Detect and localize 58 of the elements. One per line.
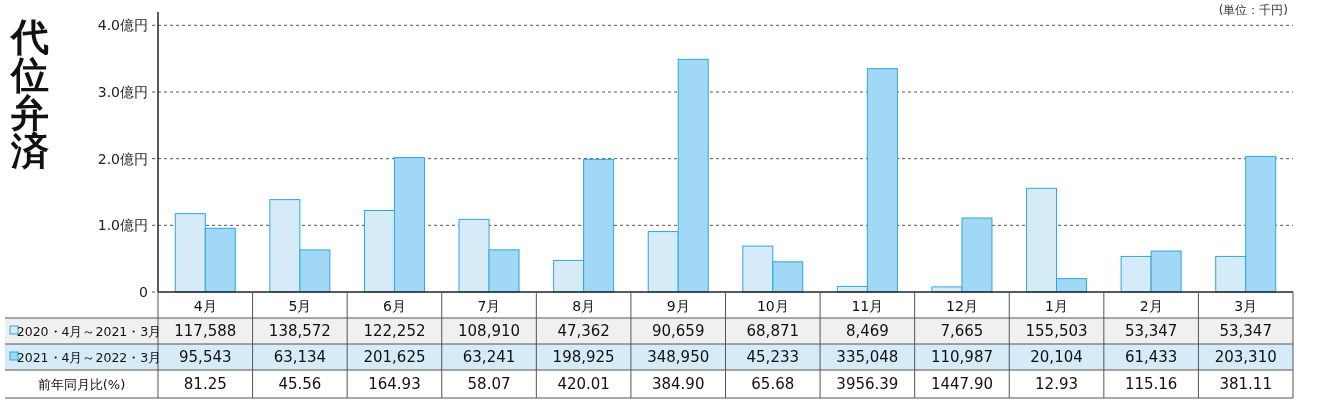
text: 7,665 [940, 322, 984, 340]
text: 348,950 [647, 348, 710, 366]
y-tick-label: 2.0億円 [97, 150, 148, 167]
text: 201,625 [363, 348, 426, 366]
legend-label: 2020・4月～2021・3月 [16, 324, 162, 339]
text: 8,469 [845, 322, 889, 340]
text: 45,233 [746, 348, 800, 366]
text: 前年同月比(%) [37, 377, 126, 392]
x-tick-label: 8月 [572, 298, 596, 314]
text: 53,347 [1124, 322, 1178, 340]
y-tick-label: 0 [139, 284, 148, 300]
x-tick-label: 4月 [193, 298, 217, 314]
text: 20,104 [1030, 348, 1083, 366]
x-tick-label: 9月 [666, 298, 690, 314]
text: 110,987 [930, 348, 993, 366]
x-tick-label: 7月 [477, 298, 501, 314]
text: 61,433 [1124, 348, 1178, 366]
y-tick-label: 1.0億円 [97, 217, 148, 234]
x-tick-label: 1月 [1045, 298, 1068, 314]
y-tick-label: 3.0億円 [97, 84, 148, 100]
text: 138,572 [268, 322, 331, 340]
text: 95,543 [179, 348, 232, 366]
text: 122,252 [363, 322, 426, 340]
text: 63,134 [273, 348, 327, 366]
text: 108,910 [458, 322, 521, 340]
text: 1447.90 [930, 375, 993, 393]
text: 3956.39 [836, 375, 899, 393]
text: 115.16 [1124, 375, 1178, 393]
x-tick-label: 11月 [851, 298, 884, 314]
legend-label: 2021・4月～2022・3月 [16, 350, 162, 365]
text: 203,310 [1214, 348, 1277, 366]
text: 384.90 [651, 375, 705, 393]
text: 65.68 [751, 375, 795, 393]
text: 58.07 [467, 375, 511, 393]
annotation: (単位：千円) [1218, 3, 1288, 17]
text: 45.56 [278, 375, 322, 393]
x-tick-label: 5月 [288, 298, 312, 314]
text: 90,659 [651, 322, 705, 340]
text: 12.93 [1035, 375, 1079, 393]
text: 53,347 [1219, 322, 1272, 340]
x-tick-label: 3月 [1234, 298, 1258, 314]
text: 81.25 [183, 375, 227, 393]
text: 47,362 [557, 322, 610, 340]
text: 117,588 [174, 322, 237, 340]
text: 198,925 [552, 348, 615, 366]
y-tick-label: 4.0億円 [97, 17, 148, 34]
text: 68,871 [746, 322, 800, 340]
text: 155,503 [1025, 322, 1088, 340]
text: 164.93 [368, 375, 421, 393]
text: 420.01 [557, 375, 610, 393]
text: 代位弁済 [9, 15, 49, 173]
x-tick-label: 6月 [383, 298, 406, 314]
text: 335,048 [836, 348, 899, 366]
text: 63,241 [462, 348, 516, 366]
text: 381.11 [1219, 375, 1272, 393]
x-tick-label: 10月 [756, 298, 789, 314]
x-tick-label: 2月 [1139, 298, 1163, 314]
x-tick-label: 12月 [946, 298, 978, 314]
